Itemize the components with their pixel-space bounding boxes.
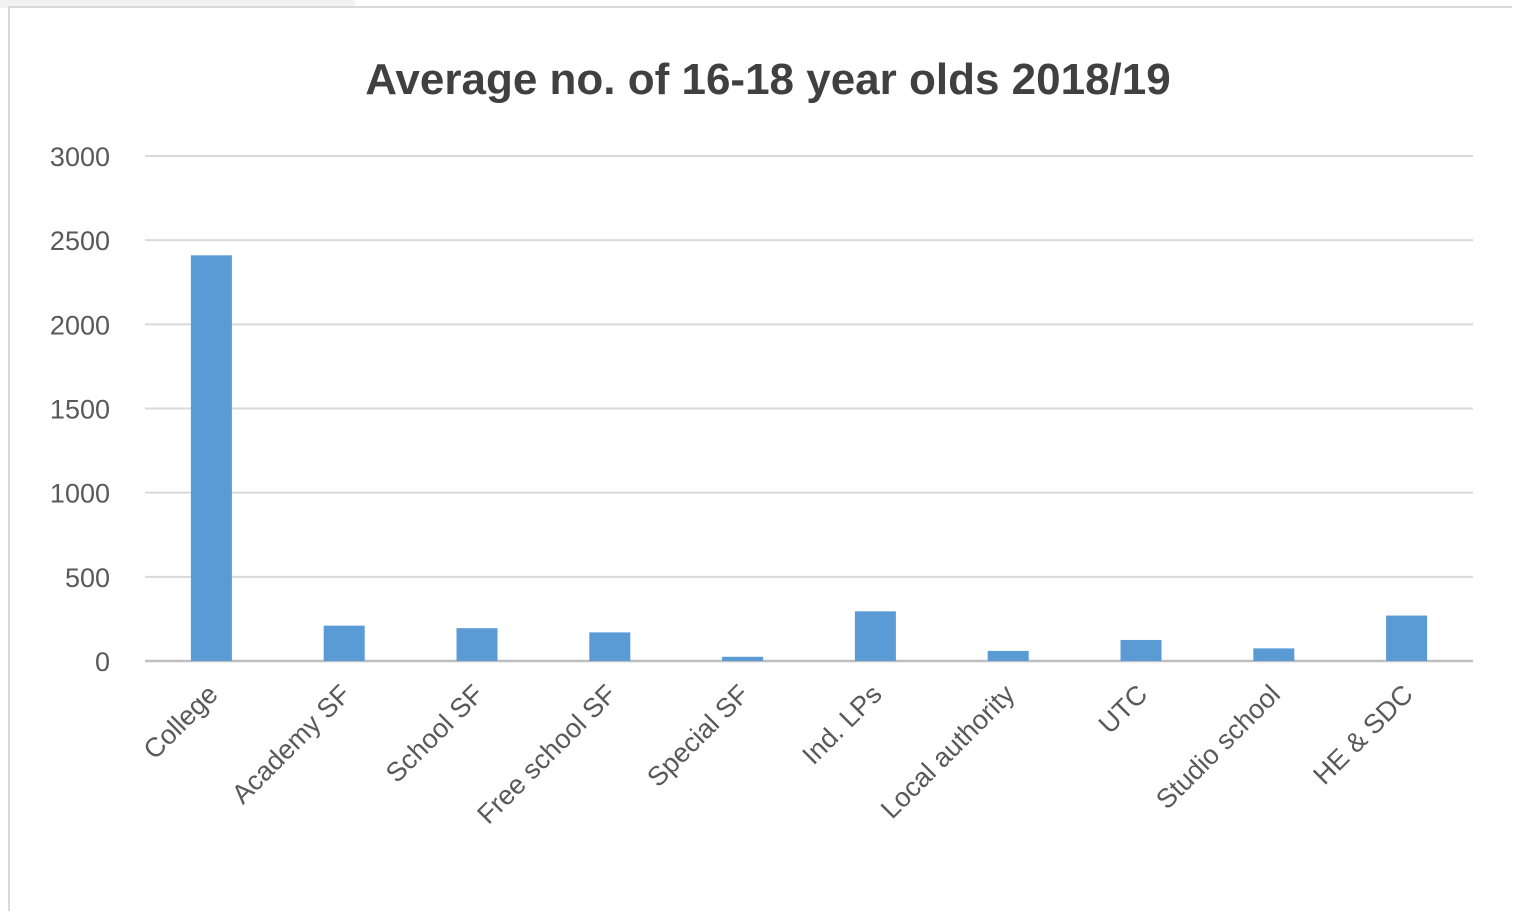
chart-title: Average no. of 16-18 year olds 2018/19 [365,55,1170,104]
bar [1253,648,1295,661]
bar [190,255,232,662]
bar [323,625,365,661]
x-tick-label: College [138,679,224,765]
x-tick-label: Ind. LPs [796,679,887,770]
x-tick-label: Free school SF [471,679,622,830]
y-tick-label: 3000 [50,142,110,172]
bar [1120,639,1162,661]
x-tick-label: Academy SF [226,679,357,810]
bar [722,656,764,661]
y-tick-label: 500 [65,563,110,593]
y-tick-label: 1000 [50,479,110,509]
bar [1386,615,1428,661]
x-tick-label: HE & SDC [1307,679,1418,790]
x-tick-label: Local authority [875,679,1021,825]
gridlines [145,155,1473,663]
bar [589,632,631,661]
y-axis-ticks: 0 500 1000 1500 2000 2500 3000 [50,142,110,677]
y-tick-label: 2000 [50,310,110,340]
bar [854,611,896,661]
y-tick-label: 1500 [50,395,110,425]
x-tick-label: Special SF [641,679,755,793]
y-tick-label: 0 [95,647,110,677]
x-tick-label: Studio school [1150,679,1286,815]
y-tick-label: 2500 [50,226,110,256]
bars [190,255,1428,662]
bar [456,628,498,661]
window-corner-strip [0,0,355,8]
bar [987,650,1029,661]
x-tick-label: School SF [380,679,489,788]
x-tick-label: UTC [1093,679,1153,739]
